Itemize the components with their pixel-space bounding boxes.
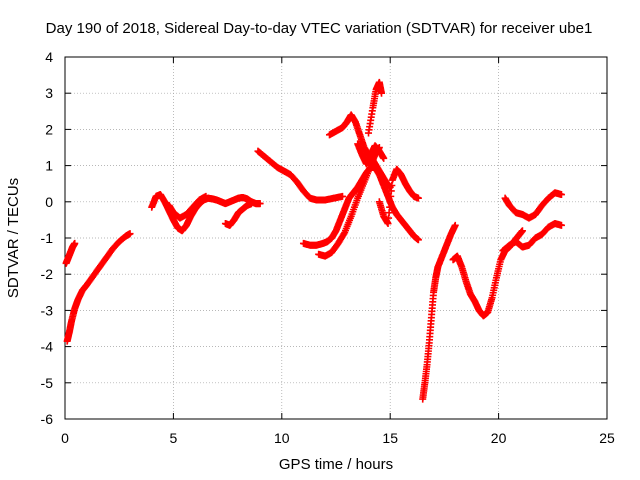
data-points [62, 78, 565, 403]
y-tick-label: -4 [41, 339, 54, 355]
series-seg12 [375, 165, 422, 228]
axis-ticks [64, 56, 608, 420]
y-axis-title: SDTVAR / TECUs [5, 178, 22, 298]
y-tick-label: -3 [41, 302, 54, 318]
y-tick-label: 0 [45, 194, 53, 210]
series-seg1 [62, 239, 79, 267]
data-point [247, 200, 255, 208]
chart-title: Day 190 of 2018, Sidereal Day-to-day VTE… [46, 20, 593, 37]
series-seg3 [148, 191, 264, 235]
y-tick-labels: -6 -5 -4 -3 -2 -1 0 1 2 3 4 [41, 49, 54, 427]
data-point [126, 230, 134, 238]
series-seg4 [165, 192, 210, 222]
data-point [71, 239, 79, 247]
y-tick-label: 3 [45, 85, 53, 101]
x-tick-labels: 0 5 10 15 20 25 [61, 430, 615, 446]
x-tick-label: 25 [599, 430, 615, 446]
series-seg16 [499, 220, 565, 255]
data-point [380, 154, 388, 162]
x-tick-label: 15 [382, 430, 398, 446]
data-point [451, 221, 459, 229]
series-seg13 [419, 221, 459, 403]
y-tick-label: -6 [41, 411, 54, 427]
data-point [202, 192, 210, 200]
series-seg11 [365, 78, 386, 137]
x-tick-label: 5 [170, 430, 178, 446]
y-tick-label: 4 [45, 49, 53, 65]
series-seg5 [221, 200, 255, 229]
data-point [557, 221, 565, 229]
x-tick-label: 0 [61, 430, 69, 446]
grid-lines [65, 57, 607, 419]
x-tick-label: 10 [274, 430, 290, 446]
series-seg10 [354, 140, 388, 168]
series-seg2 [63, 230, 134, 345]
data-point [414, 236, 422, 244]
series-seg15 [501, 189, 565, 222]
data-point [339, 192, 347, 200]
data-point [414, 194, 422, 202]
y-tick-label: -5 [41, 375, 54, 391]
data-point [378, 89, 386, 97]
y-tick-label: -2 [41, 266, 54, 282]
x-tick-label: 20 [491, 430, 507, 446]
data-point [557, 191, 565, 199]
y-tick-label: -1 [41, 230, 54, 246]
y-tick-label: 1 [45, 158, 53, 174]
data-point [256, 200, 264, 208]
x-axis-title: GPS time / hours [279, 456, 393, 473]
data-point [518, 227, 526, 235]
series-seg6 [254, 147, 347, 204]
y-tick-label: 2 [45, 121, 53, 137]
